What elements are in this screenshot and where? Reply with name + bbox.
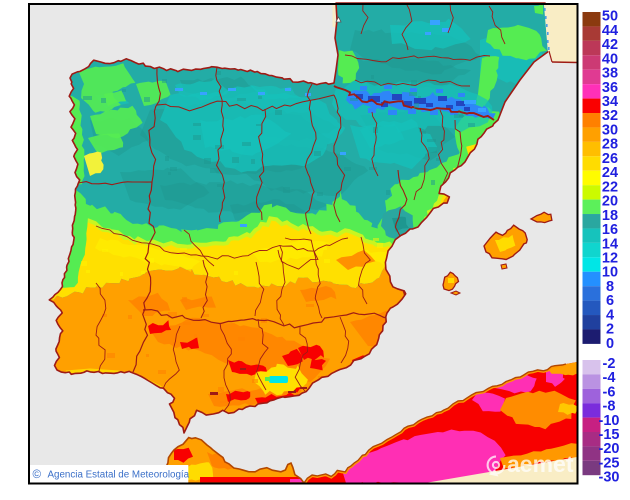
svg-text:30: 30 xyxy=(602,122,618,138)
svg-text:-8: -8 xyxy=(603,399,616,415)
svg-text:-25: -25 xyxy=(599,455,620,471)
svg-text:36: 36 xyxy=(602,80,618,96)
svg-text:44: 44 xyxy=(602,23,618,39)
svg-text:50: 50 xyxy=(602,9,618,25)
svg-text:-6: -6 xyxy=(603,384,616,400)
svg-text:18: 18 xyxy=(602,208,618,224)
svg-text:-15: -15 xyxy=(599,427,620,443)
svg-text:14: 14 xyxy=(602,236,618,252)
svg-text:-4: -4 xyxy=(603,370,616,386)
svg-text:32: 32 xyxy=(602,108,618,124)
svg-text:34: 34 xyxy=(602,94,618,110)
svg-text:2: 2 xyxy=(606,322,614,338)
svg-text:10: 10 xyxy=(602,265,618,281)
svg-text:20: 20 xyxy=(602,194,618,210)
svg-text:24: 24 xyxy=(602,165,618,181)
svg-text:4: 4 xyxy=(606,307,614,323)
svg-text:40: 40 xyxy=(602,51,618,67)
svg-text:0: 0 xyxy=(606,336,614,352)
svg-text:-20: -20 xyxy=(599,441,620,457)
svg-text:12: 12 xyxy=(602,251,618,267)
svg-text:6: 6 xyxy=(606,293,614,309)
svg-text:26: 26 xyxy=(602,151,618,167)
svg-text:©: © xyxy=(33,469,42,481)
svg-text:-10: -10 xyxy=(599,413,620,429)
svg-text:38: 38 xyxy=(602,66,618,82)
svg-text:aemet: aemet xyxy=(507,451,574,477)
svg-text:42: 42 xyxy=(602,37,618,53)
svg-text:28: 28 xyxy=(602,137,618,153)
svg-text:-30: -30 xyxy=(599,470,620,486)
svg-text:16: 16 xyxy=(602,222,618,238)
svg-text:-2: -2 xyxy=(603,356,616,372)
svg-text:22: 22 xyxy=(602,179,618,195)
svg-text:Agencia Estatal de Meteorologí: Agencia Estatal de Meteorología xyxy=(48,470,190,481)
svg-text:8: 8 xyxy=(606,279,614,295)
